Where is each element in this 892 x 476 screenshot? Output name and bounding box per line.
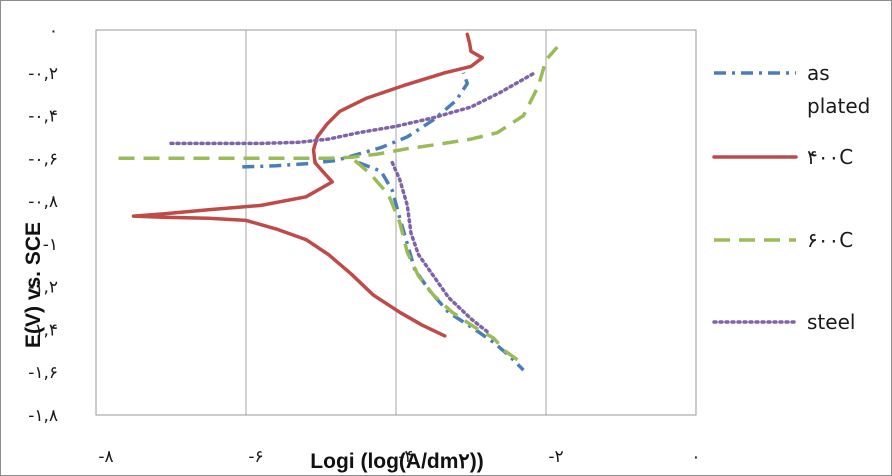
series-line-2 (118, 45, 559, 363)
legend-label: ۶۰۰C (807, 228, 853, 252)
x-tick-labels: -۸ -۶ -۴ -۲ ۰ (98, 447, 700, 467)
y-tick-label: -۰,۸ (28, 192, 58, 212)
x-tick-label: -۶ (248, 447, 263, 467)
y-tick-label: -۱ (43, 235, 58, 255)
x-tick-label: -۲ (548, 447, 563, 467)
y-axis-title: E(V) vs. SCE (22, 222, 45, 348)
y-tick-label: -۱,۲ (28, 278, 58, 298)
y-tick-label: ۰ (49, 21, 58, 41)
y-tick-label: -۱,۸ (28, 406, 58, 426)
x-tick-label: -۸ (98, 447, 113, 467)
series-line-3 (169, 71, 537, 336)
legend: as plated ۴۰۰C ۶۰۰C steel (712, 61, 870, 334)
legend-label: as plated (807, 61, 870, 118)
y-tick-label: -۰,۴ (28, 107, 58, 127)
y-tick-label: -۰,۶ (28, 149, 58, 169)
x-tick-label: -۴ (398, 447, 413, 467)
x-tick-label: ۰ (691, 447, 700, 467)
legend-label: ۴۰۰C (807, 145, 853, 169)
series-group (118, 32, 559, 372)
plot-area (95, 29, 697, 416)
y-tick-label: -۱,۶ (28, 363, 58, 383)
series-line-1 (131, 32, 485, 338)
y-tick-labels: ۰ -۰,۲ -۰,۴ -۰,۶ -۰,۸ -۱ -۱,۲ -۱,۴ -۱,۶ -۱,۸ (28, 21, 58, 426)
x-axis-title: Logi (log(A/dm۲)) (310, 450, 483, 473)
y-tick-label: -۱,۴ (28, 320, 58, 340)
y-tick-label: -۰,۲ (28, 64, 58, 84)
legend-label: steel (807, 310, 855, 334)
